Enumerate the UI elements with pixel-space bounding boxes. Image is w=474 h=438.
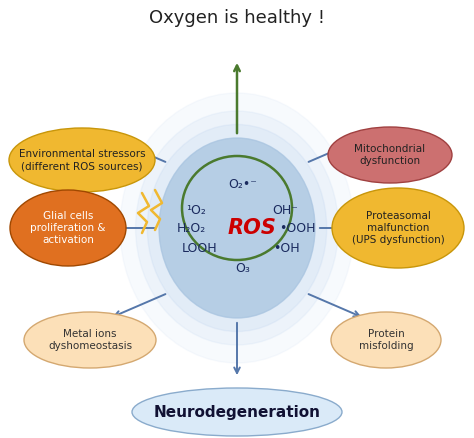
- Text: O₂•⁻: O₂•⁻: [228, 179, 257, 191]
- Ellipse shape: [24, 312, 156, 368]
- Text: Metal ions
dyshomeostasis: Metal ions dyshomeostasis: [48, 329, 132, 351]
- Text: •OOH: •OOH: [279, 222, 315, 234]
- Ellipse shape: [328, 127, 452, 183]
- Text: Glial cells
proliferation &
activation: Glial cells proliferation & activation: [30, 211, 106, 245]
- Text: LOOH: LOOH: [182, 241, 218, 254]
- Text: O₃: O₃: [236, 261, 250, 275]
- Ellipse shape: [120, 93, 354, 363]
- Ellipse shape: [332, 188, 464, 268]
- Text: Oxygen is healthy !: Oxygen is healthy !: [149, 9, 325, 27]
- Ellipse shape: [9, 128, 155, 192]
- Text: Protein
misfolding: Protein misfolding: [359, 329, 413, 351]
- Text: H₂O₂: H₂O₂: [176, 222, 206, 234]
- Ellipse shape: [159, 138, 315, 318]
- Ellipse shape: [331, 312, 441, 368]
- Text: ROS: ROS: [228, 218, 276, 238]
- Ellipse shape: [147, 124, 327, 332]
- Ellipse shape: [136, 111, 338, 345]
- Text: Environmental stressors
(different ROS sources): Environmental stressors (different ROS s…: [18, 149, 146, 171]
- Text: Proteasomal
malfunction
(UPS dysfunction): Proteasomal malfunction (UPS dysfunction…: [352, 211, 444, 245]
- Text: Neurodegeneration: Neurodegeneration: [154, 405, 320, 420]
- Ellipse shape: [132, 388, 342, 436]
- Text: ¹O₂: ¹O₂: [186, 204, 206, 216]
- Text: •OH: •OH: [273, 241, 299, 254]
- Text: Mitochondrial
dysfunction: Mitochondrial dysfunction: [355, 144, 426, 166]
- Text: OH⁻: OH⁻: [272, 204, 298, 216]
- Ellipse shape: [10, 190, 126, 266]
